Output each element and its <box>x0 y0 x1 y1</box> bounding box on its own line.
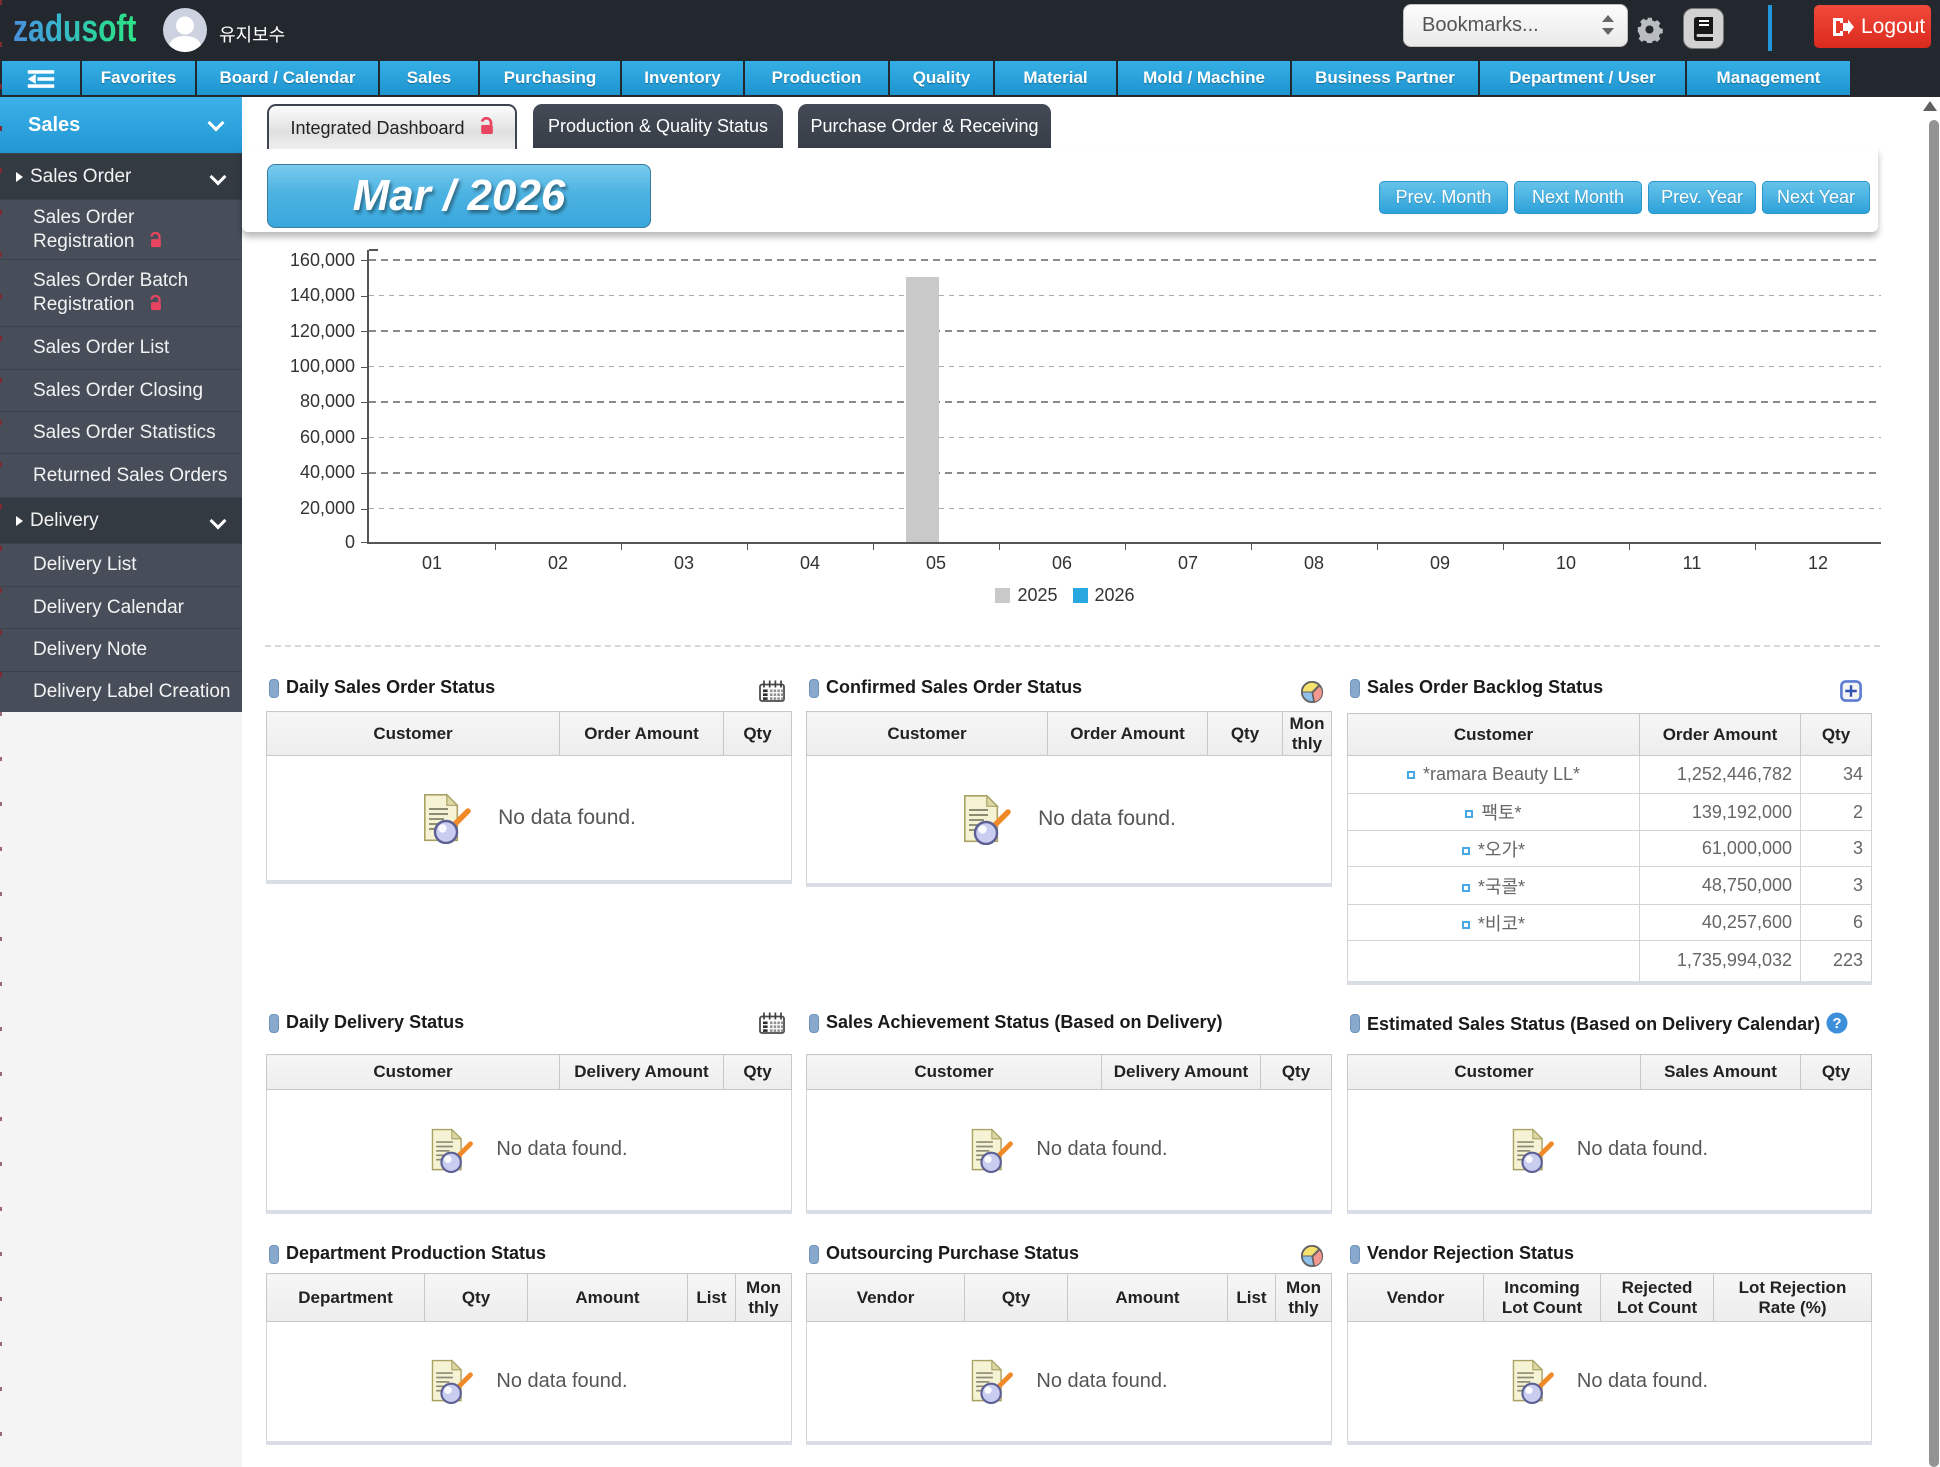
svg-text:?: ? <box>1833 1015 1842 1032</box>
